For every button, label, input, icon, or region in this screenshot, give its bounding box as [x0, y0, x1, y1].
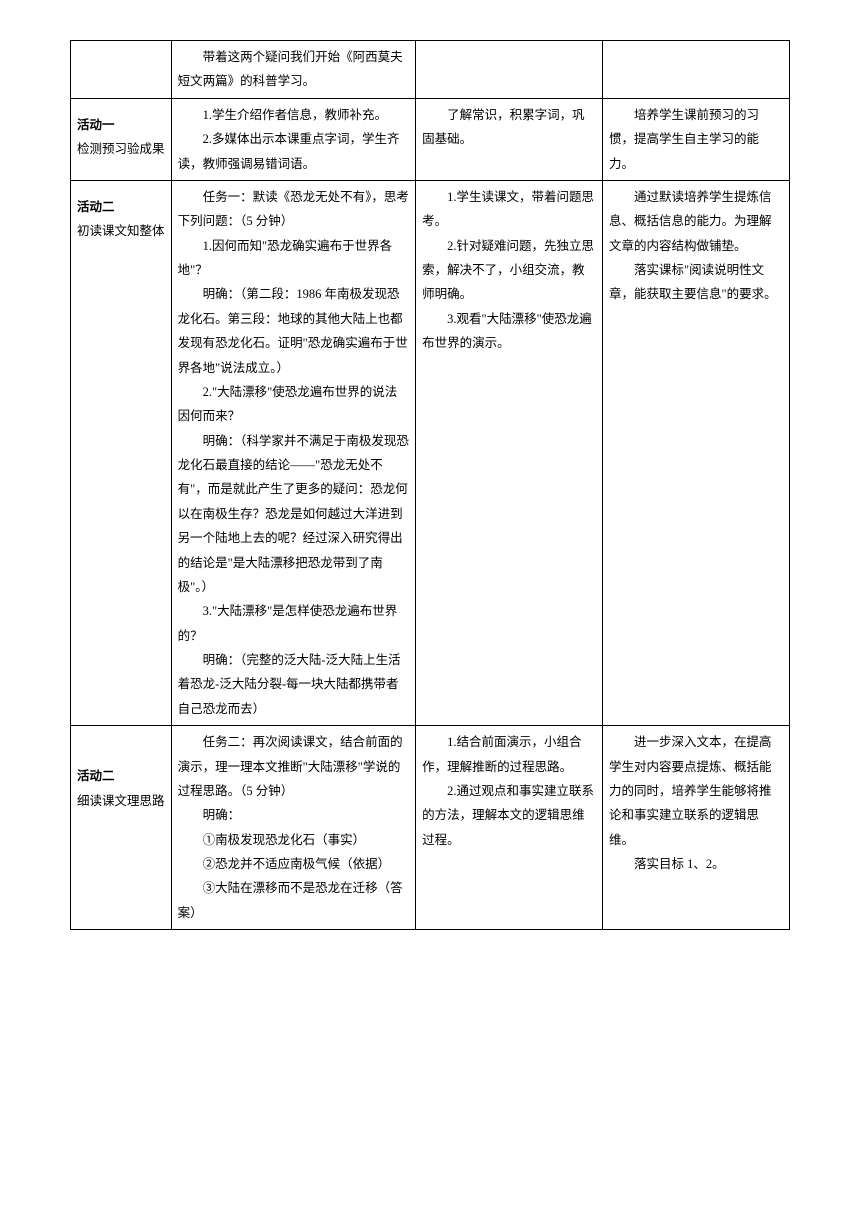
text-line: 任务二：再次阅读课文，结合前面的演示，理一理本文推断"大陆漂移"学说的过程思路。…	[178, 730, 409, 803]
method-cell	[416, 41, 603, 99]
text-line: 带着这两个疑问我们开始《阿西莫夫短文两篇》的科普学习。	[178, 45, 409, 94]
text-line: 落实目标 1、2。	[609, 852, 783, 876]
activity-cell: 活动一 检测预习验成果	[71, 98, 172, 180]
lesson-plan-table: 带着这两个疑问我们开始《阿西莫夫短文两篇》的科普学习。 活动一 检测预习验成果 …	[70, 40, 790, 930]
text-line: ③大陆在漂移而不是恐龙在迁移（答案）	[178, 876, 409, 925]
content-cell: 任务二：再次阅读课文，结合前面的演示，理一理本文推断"大陆漂移"学说的过程思路。…	[171, 726, 415, 930]
content-cell: 带着这两个疑问我们开始《阿西莫夫短文两篇》的科普学习。	[171, 41, 415, 99]
activity-title: 活动一	[77, 113, 165, 137]
text-line: 进一步深入文本，在提高学生对内容要点提炼、概括能力的同时，培养学生能够将推论和事…	[609, 730, 783, 852]
text-line: 3."大陆漂移"是怎样使恐龙遍布世界的？	[178, 599, 409, 648]
text-line: 1.结合前面演示，小组合作，理解推断的过程思路。	[422, 730, 596, 779]
table-row: 带着这两个疑问我们开始《阿西莫夫短文两篇》的科普学习。	[71, 41, 790, 99]
activity-subtitle: 初读课文知整体	[77, 219, 165, 243]
text-line: 明确：	[178, 803, 409, 827]
text-line: ①南极发现恐龙化石（事实）	[178, 828, 409, 852]
text-line: 2."大陆漂移"使恐龙遍布世界的说法因何而来？	[178, 380, 409, 429]
text-line: 1.学生介绍作者信息，教师补充。	[178, 103, 409, 127]
activity-subtitle: 检测预习验成果	[77, 137, 165, 161]
method-cell: 1.结合前面演示，小组合作，理解推断的过程思路。 2.通过观点和事实建立联系的方…	[416, 726, 603, 930]
text-line: 2.通过观点和事实建立联系的方法，理解本文的逻辑思维过程。	[422, 779, 596, 852]
text-line: 1.学生读课文，带着问题思考。	[422, 185, 596, 234]
method-cell: 1.学生读课文，带着问题思考。 2.针对疑难问题，先独立思索，解决不了，小组交流…	[416, 180, 603, 725]
text-line: 明确：（科学家并不满足于南极发现恐龙化石最直接的结论——"恐龙无处不有"，而是就…	[178, 429, 409, 600]
goal-cell: 进一步深入文本，在提高学生对内容要点提炼、概括能力的同时，培养学生能够将推论和事…	[603, 726, 790, 930]
activity-cell: 活动二 初读课文知整体	[71, 180, 172, 725]
text-line: 1.因何而知"恐龙确实遍布于世界各地"？	[178, 234, 409, 283]
activity-title: 活动二	[77, 195, 165, 219]
text-line: 2.针对疑难问题，先独立思索，解决不了，小组交流，教师明确。	[422, 234, 596, 307]
text-line: 落实课标"阅读说明性文章，能获取主要信息"的要求。	[609, 258, 783, 307]
activity-cell: 活动二 细读课文理思路	[71, 726, 172, 930]
goal-cell: 通过默读培养学生提炼信息、概括信息的能力。为理解文章的内容结构做铺垫。 落实课标…	[603, 180, 790, 725]
text-line: 3.观看"大陆漂移"使恐龙遍布世界的演示。	[422, 307, 596, 356]
content-cell: 1.学生介绍作者信息，教师补充。 2.多媒体出示本课重点字词，学生齐读，教师强调…	[171, 98, 415, 180]
table-row: 活动二 初读课文知整体 任务一：默读《恐龙无处不有》，思考下列问题：（5 分钟）…	[71, 180, 790, 725]
goal-cell: 培养学生课前预习的习惯，提高学生自主学习的能力。	[603, 98, 790, 180]
text-line: 2.多媒体出示本课重点字词，学生齐读，教师强调易错词语。	[178, 127, 409, 176]
text-line: 培养学生课前预习的习惯，提高学生自主学习的能力。	[609, 103, 783, 176]
table-body: 带着这两个疑问我们开始《阿西莫夫短文两篇》的科普学习。 活动一 检测预习验成果 …	[71, 41, 790, 930]
activity-title: 活动二	[77, 764, 165, 788]
text-line: 通过默读培养学生提炼信息、概括信息的能力。为理解文章的内容结构做铺垫。	[609, 185, 783, 258]
table-row: 活动一 检测预习验成果 1.学生介绍作者信息，教师补充。 2.多媒体出示本课重点…	[71, 98, 790, 180]
text-line: 明确：（完整的泛大陆-泛大陆上生活着恐龙-泛大陆分裂-每一块大陆都携带者自己恐龙…	[178, 648, 409, 721]
text-line: ②恐龙并不适应南极气候（依据）	[178, 852, 409, 876]
activity-cell	[71, 41, 172, 99]
method-cell: 了解常识，积累字词，巩固基础。	[416, 98, 603, 180]
goal-cell	[603, 41, 790, 99]
text-line: 了解常识，积累字词，巩固基础。	[422, 103, 596, 152]
table-row: 活动二 细读课文理思路 任务二：再次阅读课文，结合前面的演示，理一理本文推断"大…	[71, 726, 790, 930]
content-cell: 任务一：默读《恐龙无处不有》，思考下列问题：（5 分钟） 1.因何而知"恐龙确实…	[171, 180, 415, 725]
text-line: 任务一：默读《恐龙无处不有》，思考下列问题：（5 分钟）	[178, 185, 409, 234]
text-line: 明确：（第二段：1986 年南极发现恐龙化石。第三段：地球的其他大陆上也都发现有…	[178, 282, 409, 380]
activity-subtitle: 细读课文理思路	[77, 789, 165, 813]
